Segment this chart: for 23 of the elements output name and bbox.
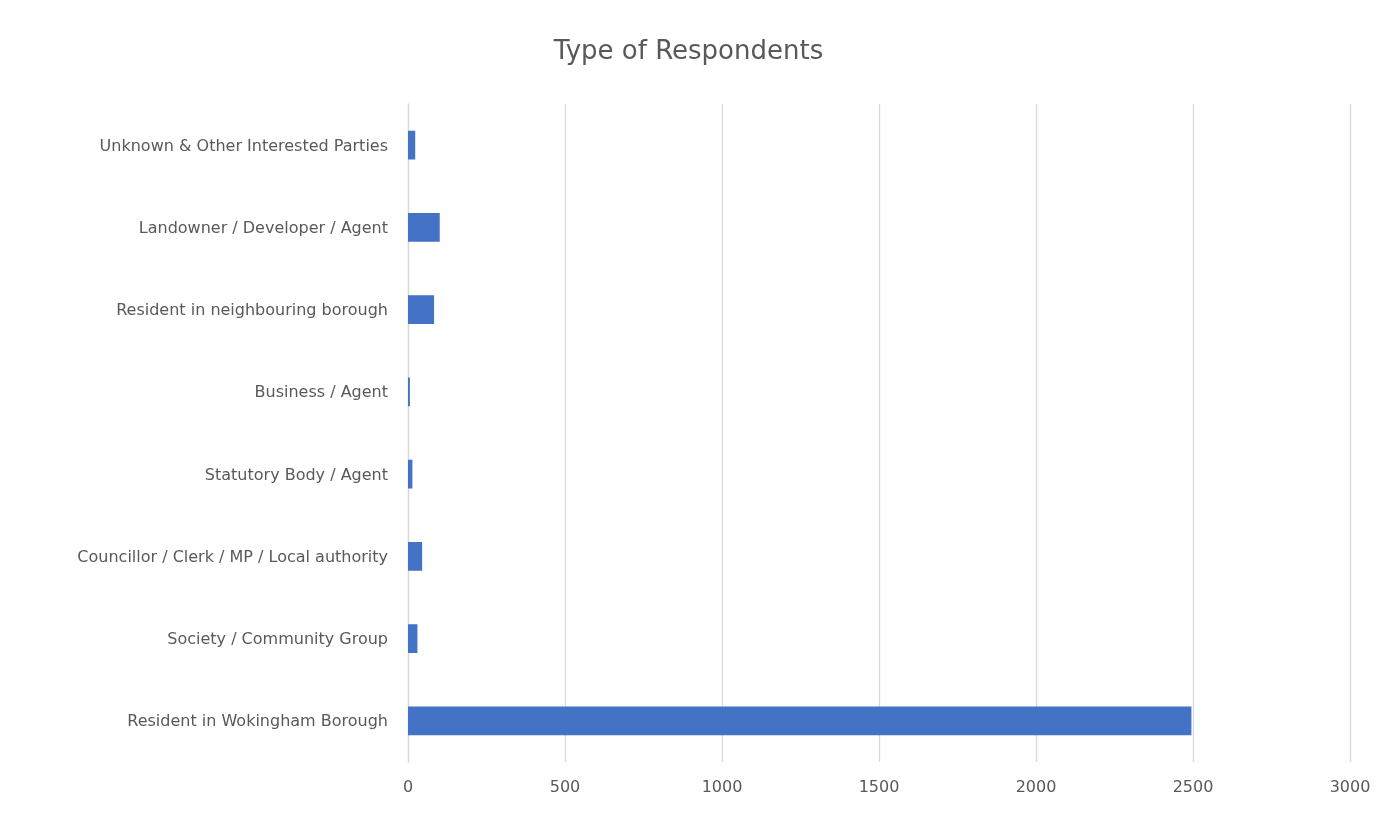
y-tick-label: Councillor / Clerk / MP / Local authority [77, 546, 388, 566]
y-tick-label: Resident in neighbouring borough [116, 300, 388, 320]
x-tick-label: 2500 [1172, 776, 1214, 796]
bar [408, 706, 1192, 736]
x-tick-label: 1500 [858, 776, 900, 796]
chart-title: Type of Respondents [552, 35, 824, 65]
bar [408, 212, 440, 242]
x-tick-label: 3000 [1329, 776, 1371, 796]
x-tick-label: 2000 [1015, 776, 1057, 796]
x-tick-label: 0 [402, 776, 414, 796]
bar [408, 624, 418, 654]
bar [408, 541, 423, 571]
y-tick-label: Statutory Body / Agent [204, 464, 388, 484]
y-tick-label: Unknown & Other Interested Parties [99, 135, 388, 155]
x-tick-label: 1000 [701, 776, 743, 796]
bar [408, 130, 416, 160]
bar [408, 295, 435, 325]
y-tick-label: Landowner / Developer / Agent [138, 217, 388, 237]
y-tick-label: Resident in Wokingham Borough [127, 711, 388, 731]
y-tick-label: Society / Community Group [167, 629, 388, 649]
y-tick-label: Business / Agent [254, 382, 388, 402]
x-tick-label: 500 [549, 776, 581, 796]
bar [408, 459, 413, 489]
